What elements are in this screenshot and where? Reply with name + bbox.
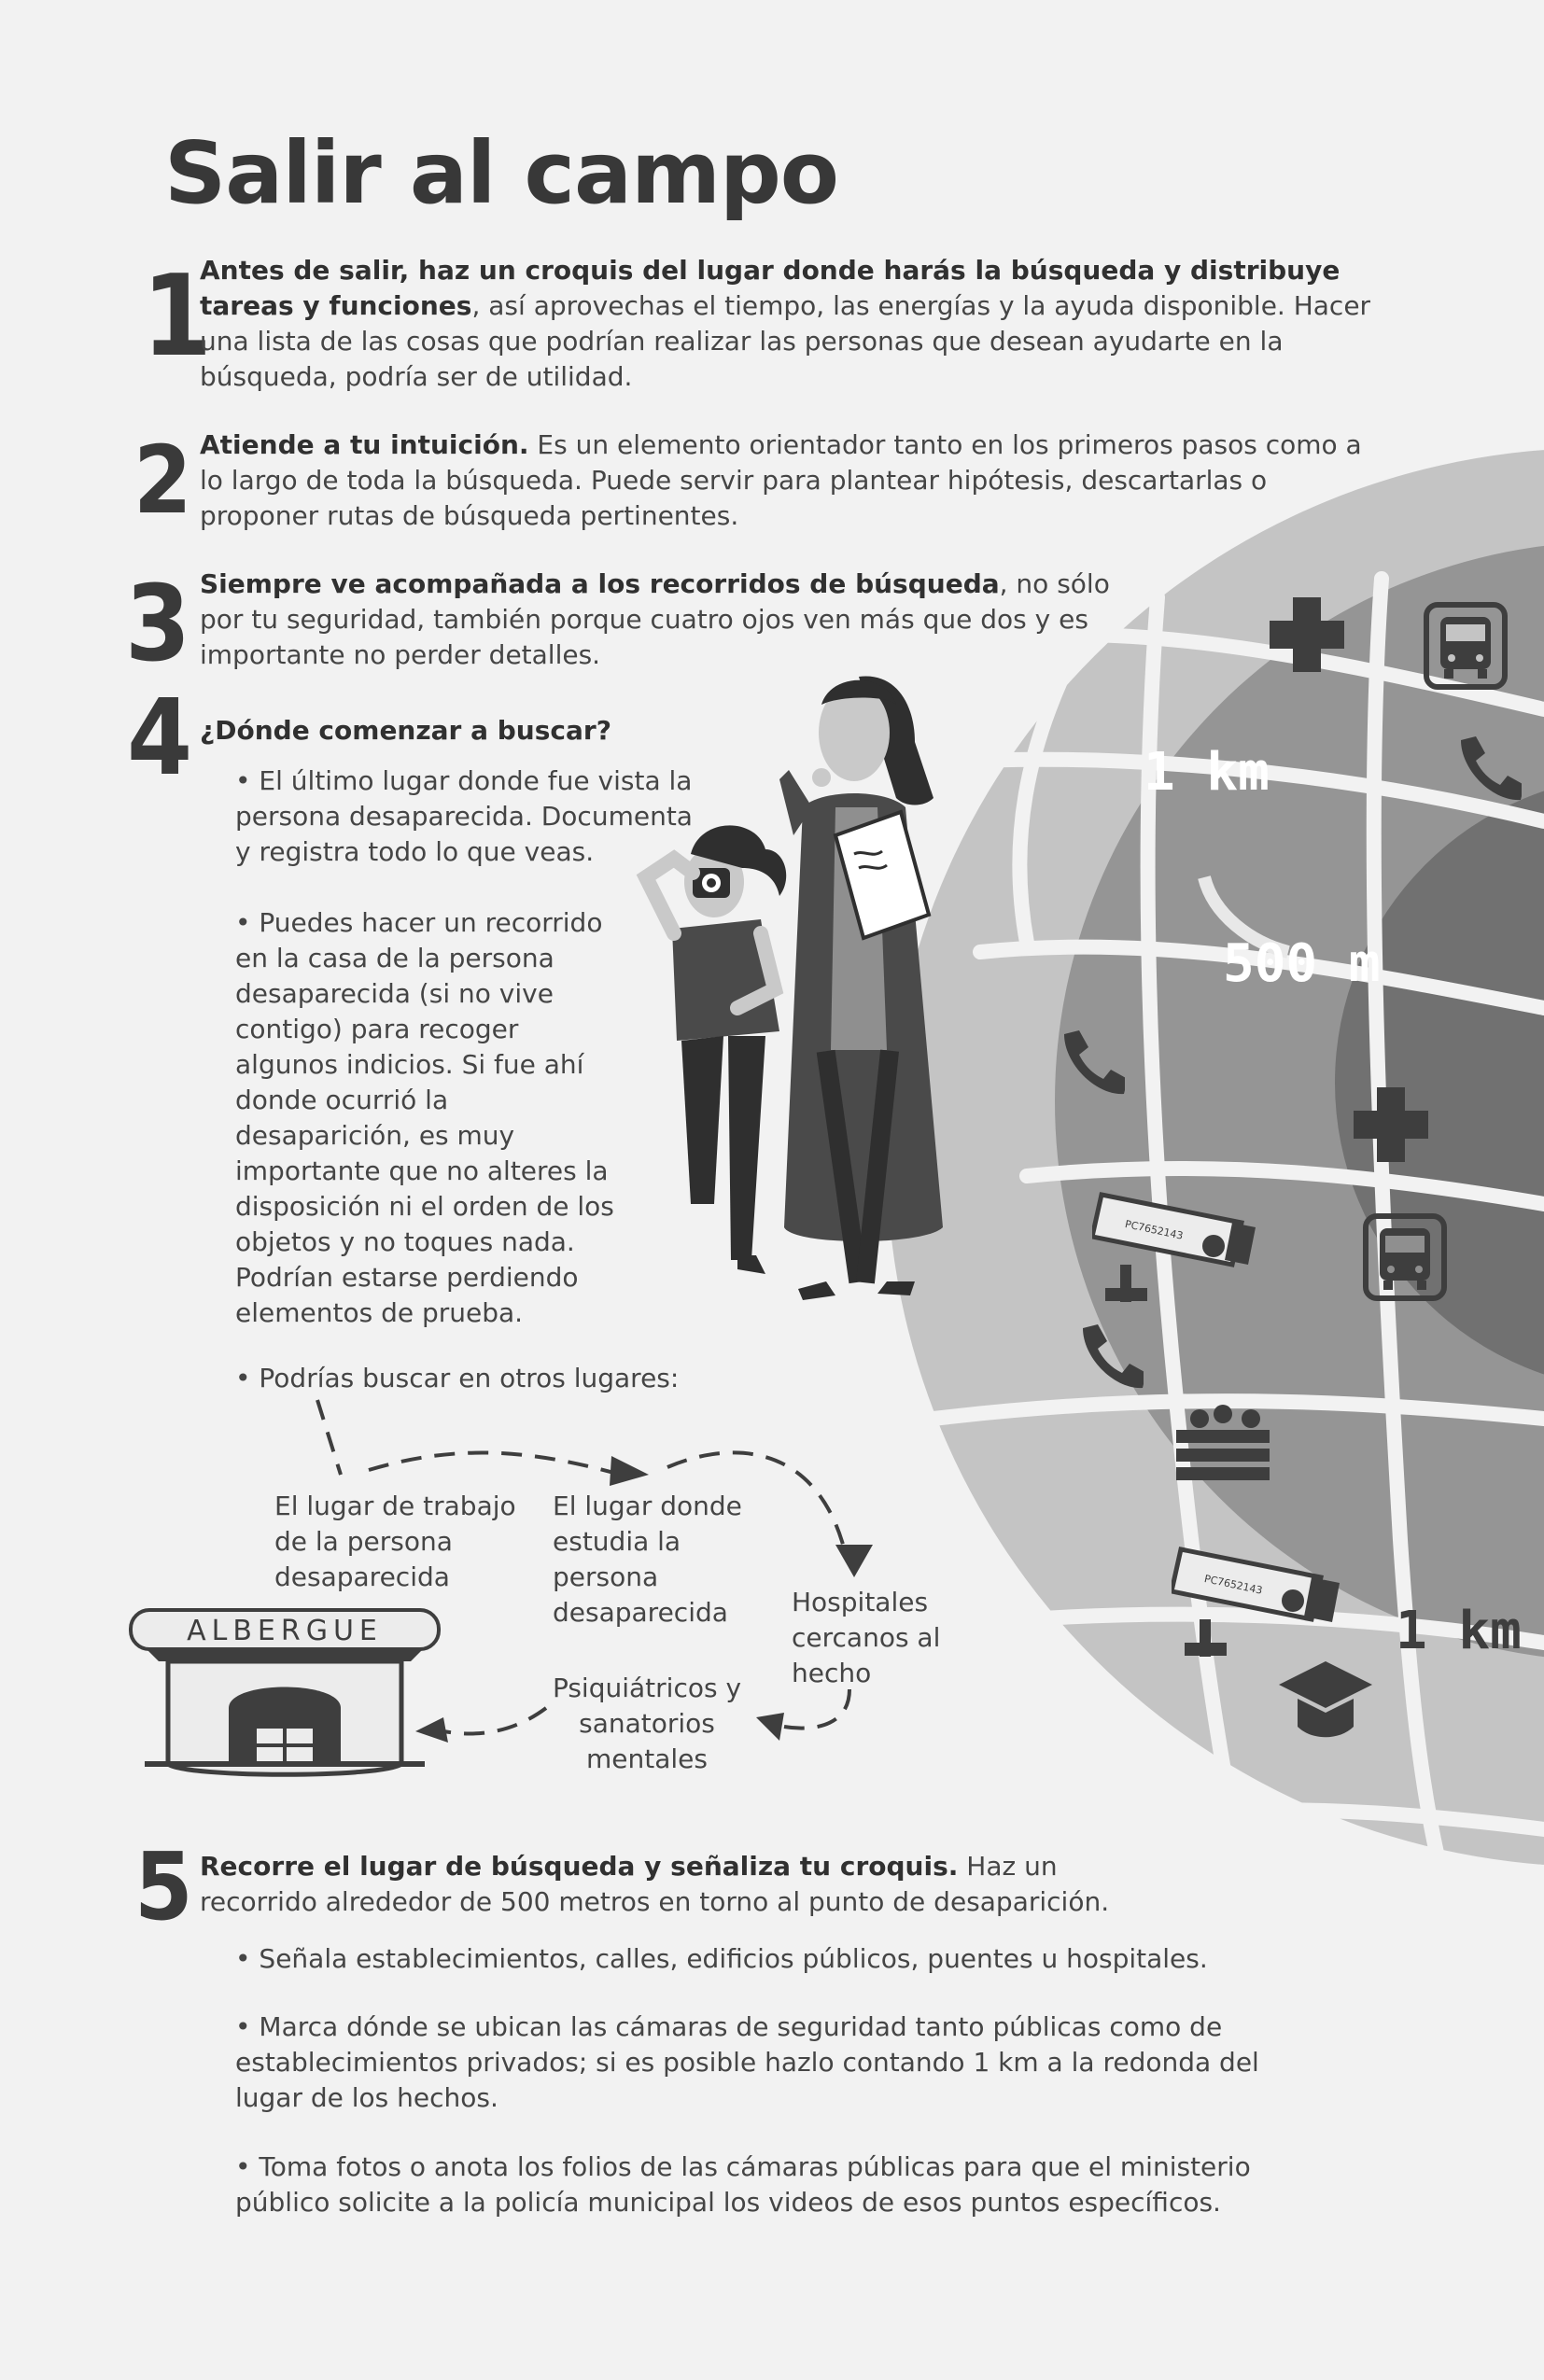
step-2-text: Atiende a tu intuición. Es un elemento o… [200,427,1376,534]
step-3-body: , no sólo por tu seguridad, también porq… [200,568,1110,670]
place-hospitales: Hospitales cercanos al hecho [792,1587,941,1688]
camera-icon: PC7652143 [1172,1547,1340,1657]
shelter-sign: ALBERGUE [187,1615,383,1647]
map-label-1km-bottom: 1 km [1396,1601,1522,1661]
market-icon [1176,1405,1270,1480]
step-1-heading: Antes de salir, haz un croquis del lugar… [200,255,1340,321]
plus-icon [1354,1087,1428,1162]
phone-icon [1461,736,1522,801]
step-number-4: 4 [127,678,193,799]
step-5-body: Haz un recorrido alrededor de 500 metros… [200,1851,1110,1917]
step-1-text: Antes de salir, haz un croquis del lugar… [200,253,1385,395]
step-3-text: Siempre ve acompañada a los recorridos d… [200,567,1124,673]
step-4-bullet-1: • El último lugar donde fue vista la per… [235,765,693,867]
step-1-body: , así aprovechas el tiempo, las energías… [200,290,1371,392]
place-psiquiatricos: Psiquiátricos y sanatorios mentales [552,1673,742,1774]
step-2-heading: Atiende a tu intuición. [200,429,529,460]
step-4-heading: ¿Dónde comenzar a buscar? [200,713,760,749]
bus-icon [1424,602,1508,690]
step-4-bullet-2: • Puedes hacer un recorrido en la casa d… [235,907,614,1328]
step-2-body: Es un elemento orientador tanto en los p… [200,429,1362,531]
camera-icon: PC7652143 [1092,1192,1256,1302]
phone-icon [1083,1324,1144,1389]
step-number-5: 5 [134,1832,193,1941]
women-searching-illustration [636,676,943,1300]
step-5-heading: Recorre el lugar de búsqueda y señaliza … [200,1851,959,1882]
step-5-bullet-2: • Marca dónde se ubican las cámaras de s… [235,2011,1259,2113]
step-4-heading-text: ¿Dónde comenzar a buscar? [200,715,611,746]
step-4-bullet-3: • Podrías buscar en otros lugares: [235,1363,680,1393]
step-number-3: 3 [125,564,191,685]
step-3-heading: Siempre ve acompañada a los recorridos d… [200,568,1000,599]
step-number-2: 2 [133,426,192,535]
shelter-building-icon: ALBERGUE [129,1608,441,1777]
page-title: Salir al campo [164,123,839,223]
step-number-1: 1 [142,252,213,382]
step-5-bullet-1: • Señala establecimientos, calles, edifi… [235,1943,1208,1974]
place-trabajo: El lugar de trabajo de la persona desapa… [274,1491,516,1592]
step-5-bullet-3: • Toma fotos o anota los folios de las c… [235,2151,1251,2218]
bus-icon [1363,1213,1447,1301]
route-diagram [316,1399,873,1743]
step-5-text: Recorre el lugar de búsqueda y señaliza … [200,1849,1133,1920]
graduation-cap-icon [1279,1661,1372,1738]
place-estudio: El lugar donde estudia la persona desapa… [553,1491,742,1628]
map-label-1km-top: 1 km [1144,742,1270,803]
map-label-500m: 500 m [1223,933,1381,994]
plus-icon [1270,597,1344,672]
phone-icon [1064,1030,1125,1095]
